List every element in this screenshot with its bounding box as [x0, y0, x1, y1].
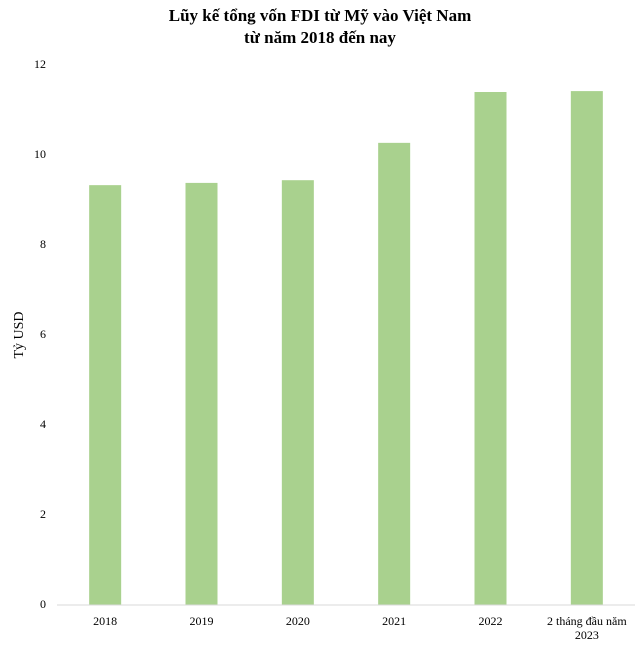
y-axis-label: Tỷ USD — [12, 311, 27, 358]
x-tick-label: 2021 — [382, 614, 407, 628]
x-tick-label: 2020 — [285, 614, 310, 628]
bar — [474, 92, 507, 605]
x-tick-label: 2022 — [478, 614, 503, 628]
chart-title: Lũy kế tổng vốn FDI từ Mỹ vào Việt Nam — [169, 6, 472, 25]
y-tick-label: 6 — [40, 327, 46, 341]
bar — [89, 185, 122, 605]
bar — [570, 91, 603, 606]
x-tick-label: 2018 — [93, 614, 118, 628]
y-tick-label: 2 — [40, 507, 46, 521]
y-tick-label: 12 — [34, 57, 46, 71]
x-tick-label: 2 tháng đầu năm 2023 — [547, 614, 627, 642]
x-tick-label: 2019 — [189, 614, 214, 628]
bar — [378, 142, 411, 605]
y-tick-label: 4 — [40, 417, 46, 431]
y-tick-label: 8 — [40, 237, 46, 251]
y-tick-label: 0 — [40, 597, 46, 611]
bar — [281, 180, 314, 605]
y-tick-label: 10 — [34, 147, 46, 161]
bar — [185, 182, 218, 605]
chart-subtitle: từ năm 2018 đến nay — [244, 28, 396, 47]
